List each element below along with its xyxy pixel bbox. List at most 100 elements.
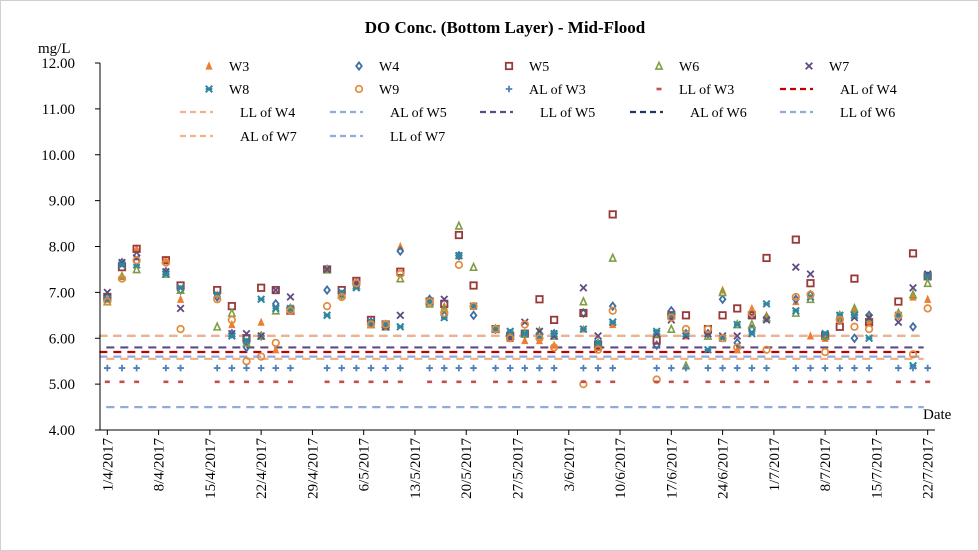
data-point	[579, 296, 588, 306]
data-point	[608, 210, 617, 219]
data-point	[923, 272, 932, 281]
data-point	[747, 311, 756, 320]
data-point	[366, 320, 376, 329]
data-point	[704, 364, 712, 372]
data-point	[924, 364, 931, 372]
data-point	[323, 364, 331, 372]
legend-label: AL of W7	[240, 130, 297, 145]
data-point	[864, 324, 874, 334]
data-point	[851, 380, 857, 384]
data-point	[323, 285, 332, 296]
legend-label: W4	[379, 60, 399, 75]
data-point	[439, 302, 449, 313]
axes: 4.00 5.00 6.00 7.00 8.00 9.00 10.00 11.00 12.00 1…	[41, 56, 936, 499]
data-point	[256, 352, 266, 361]
x-tick-label: 8/4/2017	[152, 438, 168, 492]
data-point	[793, 380, 799, 384]
data-point	[579, 308, 588, 318]
data-point	[821, 329, 830, 338]
data-point	[338, 364, 346, 372]
data-point	[550, 329, 559, 338]
data-point	[610, 380, 616, 384]
data-point	[894, 297, 903, 306]
legend-label: W3	[229, 60, 249, 75]
data-point	[133, 364, 140, 372]
legend-item-al-of-w6: AL of W6	[630, 106, 747, 121]
data-point	[322, 301, 332, 311]
data-point	[163, 380, 169, 384]
data-point	[177, 364, 184, 372]
legend-marker	[355, 60, 363, 72]
x-tick-label: 10/6/2017	[613, 438, 629, 499]
data-point	[273, 380, 279, 384]
x-tick-label: 6/5/2017	[357, 438, 373, 492]
legend-item-w7: W7	[805, 60, 849, 75]
legend-item-al-of-w4: AL of W4	[780, 83, 897, 98]
data-point	[821, 364, 829, 372]
data-point	[471, 380, 477, 384]
data-point	[718, 294, 727, 305]
legend-marker	[504, 61, 514, 71]
data-point	[229, 380, 235, 384]
data-point	[792, 364, 800, 372]
data-point	[703, 324, 713, 334]
data-point	[117, 260, 126, 269]
data-point	[806, 290, 815, 299]
data-point	[720, 380, 726, 384]
data-point	[807, 380, 813, 384]
data-point	[667, 313, 676, 322]
y-axis-label: mg/L	[38, 41, 71, 57]
legend-item-al-of-w5: AL of W5	[330, 106, 447, 121]
data-point	[470, 364, 477, 372]
data-point	[104, 380, 110, 384]
data-point	[469, 310, 478, 321]
data-point	[118, 364, 126, 372]
data-point	[286, 293, 295, 301]
data-point	[594, 332, 603, 340]
data-point	[850, 274, 859, 283]
x-tick-label: 22/4/2017	[254, 438, 270, 499]
data-point	[733, 337, 742, 348]
data-point	[287, 364, 294, 372]
data-point	[456, 380, 462, 384]
data-point	[257, 332, 266, 340]
legend-marker	[654, 60, 664, 70]
data-point	[580, 380, 586, 384]
data-point	[851, 364, 858, 372]
data-point	[493, 380, 499, 384]
legend-item-ll-of-w7: LL of W7	[330, 130, 445, 145]
legend-label: LL of W7	[390, 130, 445, 145]
data-point	[103, 288, 112, 297]
data-point	[506, 327, 515, 336]
legend-item-ll-of-w3: LL of W3	[656, 83, 734, 98]
y-tick-label: 10.00	[41, 148, 75, 164]
data-point	[257, 317, 265, 326]
data-point	[396, 241, 404, 251]
data-point	[850, 311, 859, 320]
data-point	[132, 263, 141, 274]
data-point	[286, 306, 295, 315]
data-point	[865, 317, 873, 326]
y-tick-label: 6.00	[49, 331, 75, 347]
data-point	[551, 380, 557, 384]
data-point	[213, 295, 222, 304]
data-point	[923, 304, 932, 313]
data-point	[176, 324, 185, 334]
chart-title: DO Conc. (Bottom Layer) - Mid-Flood	[365, 18, 646, 37]
data-point	[668, 364, 675, 372]
legend: W3 W4 W5 W6 W7 W8 W9 AL of W3 LL of W3 AL of W4 LL…	[180, 60, 897, 145]
data-point	[395, 273, 405, 283]
data-point	[925, 380, 931, 384]
data-point	[257, 283, 266, 292]
x-tick-label: 15/4/2017	[203, 438, 219, 499]
data-point	[469, 261, 478, 272]
data-point	[271, 304, 280, 313]
data-point	[353, 380, 359, 384]
data-point	[594, 364, 602, 372]
data-point	[383, 380, 389, 384]
data-point	[791, 235, 800, 244]
x-tick-label: 3/6/2017	[562, 438, 578, 492]
x-tick-label: 13/5/2017	[408, 438, 424, 499]
y-tick-label: 8.00	[49, 240, 75, 256]
data-point	[895, 364, 902, 372]
